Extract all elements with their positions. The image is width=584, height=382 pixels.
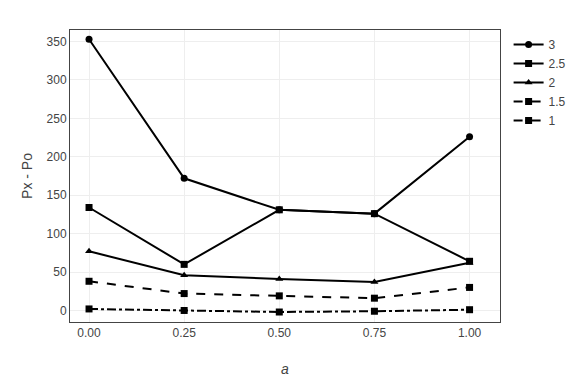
svg-text:1.00: 1.00 [458,326,482,340]
svg-text:1: 1 [549,114,556,128]
svg-text:a: a [281,361,289,377]
svg-text:Px - Po: Px - Po [19,153,35,199]
svg-text:50: 50 [53,265,67,279]
svg-text:0.75: 0.75 [363,326,387,340]
svg-text:1.5: 1.5 [549,95,566,109]
svg-text:250: 250 [47,112,67,126]
svg-text:0.25: 0.25 [172,326,196,340]
svg-text:150: 150 [47,188,67,202]
svg-text:350: 350 [47,35,67,49]
svg-text:3: 3 [549,38,556,52]
svg-text:2.5: 2.5 [549,57,566,71]
svg-text:0.50: 0.50 [268,326,292,340]
svg-text:200: 200 [47,150,67,164]
svg-text:0.00: 0.00 [77,326,101,340]
svg-text:2: 2 [549,76,556,90]
svg-text:0: 0 [60,304,67,318]
svg-text:300: 300 [47,73,67,87]
svg-text:100: 100 [47,227,67,241]
